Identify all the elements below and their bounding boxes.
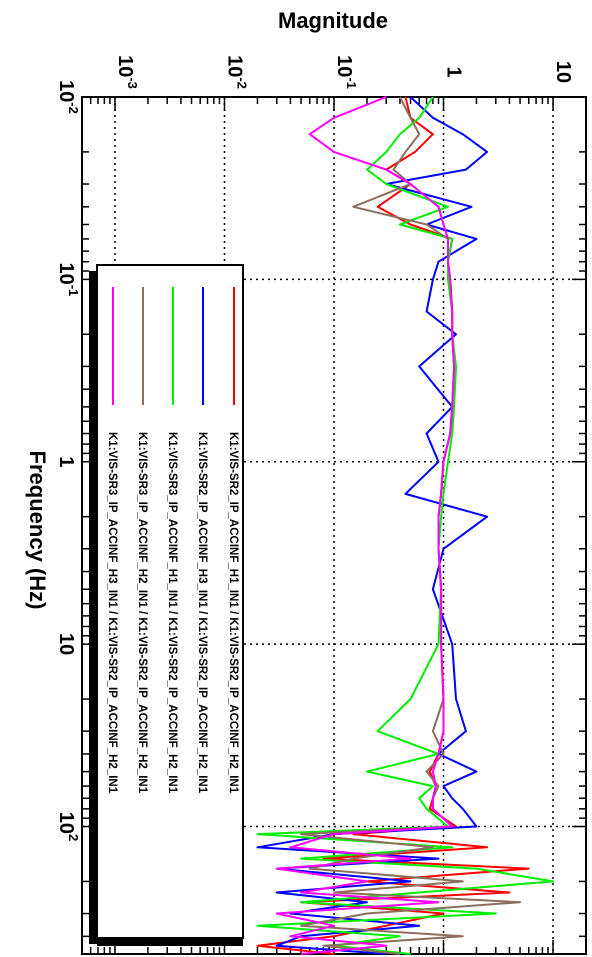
x-tick-labels: 10-2 10-1 1 10 102 — [55, 80, 81, 841]
x-tick-label-2: 1 — [55, 456, 77, 467]
series-line-5 — [275, 96, 456, 955]
legend: K1:VIS-SR2_IP_ACCINF_H1_IN1 / K1:VIS-SR2… — [89, 264, 244, 946]
y-tick-label-0: 10-3 — [114, 55, 140, 89]
x-axis-title: Frequency (Hz) — [25, 451, 50, 610]
x-tick-label-3: 10 — [55, 633, 77, 655]
legend-shadow — [89, 271, 97, 944]
series-line-3 — [256, 96, 554, 955]
y-tick-labels: 10-3 10-2 10-1 1 10 — [114, 55, 574, 89]
axis-ticks — [81, 96, 587, 955]
y-tick-label-2: 10-1 — [333, 55, 359, 89]
legend-label-2: K1:VIS-SR2_IP_ACCINF_H3_IN1 / K1:VIS-SR2… — [196, 432, 208, 794]
series-lines — [256, 96, 554, 955]
x-tick-label-0: 10-2 — [55, 80, 81, 114]
y-tick-label-4: 10 — [552, 61, 574, 83]
y-axis-title: Magnitude — [278, 8, 388, 33]
series-line-2 — [256, 96, 489, 955]
legend-label-4: K1:VIS-SR3_IP_ACCINF_H2_IN1 / K1:VIS-SR2… — [136, 432, 148, 794]
x-tick-label-4: 102 — [55, 812, 81, 841]
legend-box — [96, 264, 244, 939]
legend-label-1: K1:VIS-SR2_IP_ACCINF_H1_IN1 / K1:VIS-SR2… — [227, 432, 239, 794]
x-tick-label-1: 10-1 — [55, 262, 81, 296]
legend-shadow-bottom — [97, 938, 243, 946]
y-tick-label-3: 1 — [443, 66, 465, 77]
legend-label-5: K1:VIS-SR3_IP_ACCINF_H3_IN1 / K1:VIS-SR2… — [106, 432, 118, 794]
legend-label-3: K1:VIS-SR3_IP_ACCINF_H1_IN1 / K1:VIS-SR2… — [166, 432, 178, 794]
y-tick-label-1: 10-2 — [223, 55, 249, 89]
